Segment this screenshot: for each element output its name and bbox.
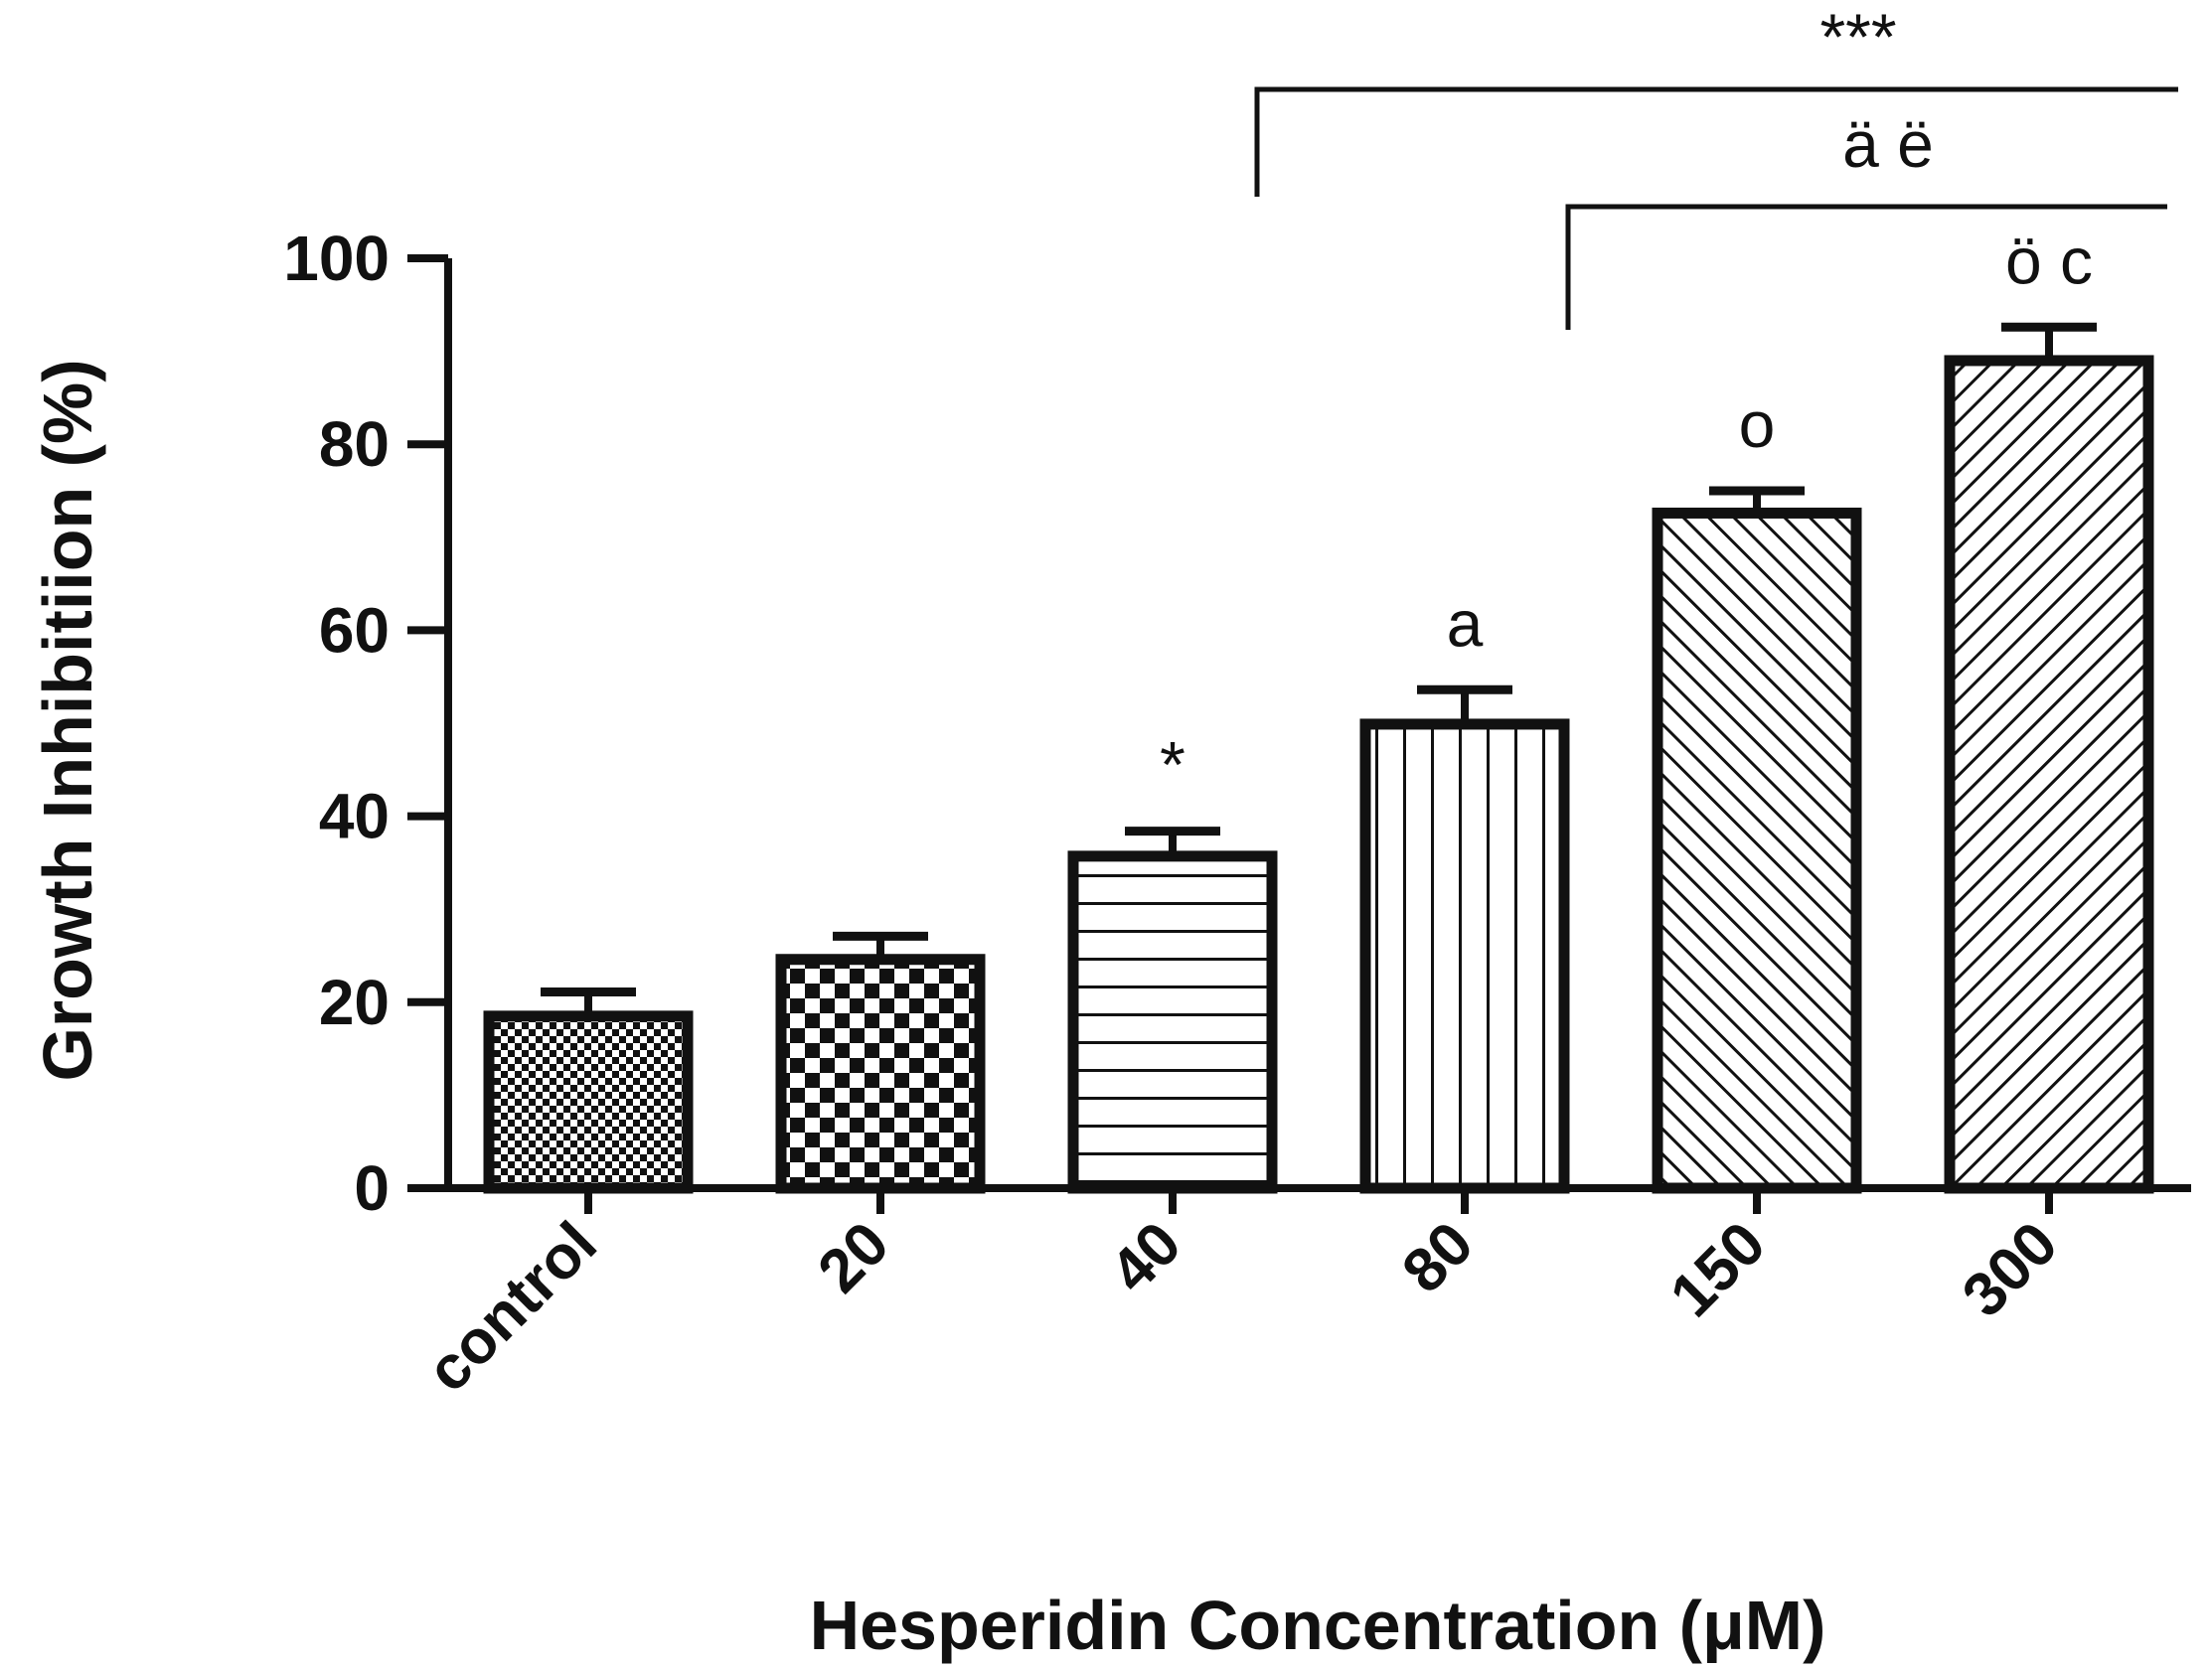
y-tick-label: 40: [319, 781, 390, 852]
y-tick-label: 0: [354, 1152, 390, 1224]
bracket-label: ä ë: [1842, 107, 1934, 181]
x-tick-label: control: [414, 1209, 610, 1405]
x-tick-label: 40: [1097, 1209, 1194, 1306]
bar-annotation: ö c: [2005, 224, 2093, 297]
y-tick-label: 20: [319, 967, 390, 1038]
bar-annotation: *: [1160, 728, 1185, 802]
significance-bracket: [1254, 86, 2178, 197]
significance-bracket: [1565, 204, 2167, 330]
bracket-label: ***: [1819, 0, 1896, 74]
y-tick-label: 100: [283, 223, 390, 294]
x-axis-title: Hesperidin Concentration (μM): [810, 1587, 1826, 1664]
bar-annotation: o: [1739, 387, 1776, 461]
x-tick-label: 80: [1389, 1209, 1487, 1306]
bar: [1067, 850, 1278, 1194]
bar: [1944, 355, 2154, 1194]
bar: [1359, 718, 1570, 1194]
y-axis-title: Growth Inhibitiion (%): [29, 359, 106, 1081]
bar: [775, 954, 986, 1194]
x-tick-label: 20: [805, 1209, 902, 1306]
x-tick-label: 150: [1658, 1209, 1779, 1330]
bar-annotation: a: [1447, 586, 1484, 660]
y-tick-label: 60: [319, 594, 390, 666]
bar: [483, 1010, 694, 1194]
plot-area: 0 20 40 60 80 100 control 20 40 * 80 a 150 o 300 ö c ***…: [283, 0, 2191, 1405]
y-tick-label: 80: [319, 408, 390, 480]
x-tick-label: 300: [1950, 1209, 2071, 1330]
bar: [1652, 507, 1862, 1194]
